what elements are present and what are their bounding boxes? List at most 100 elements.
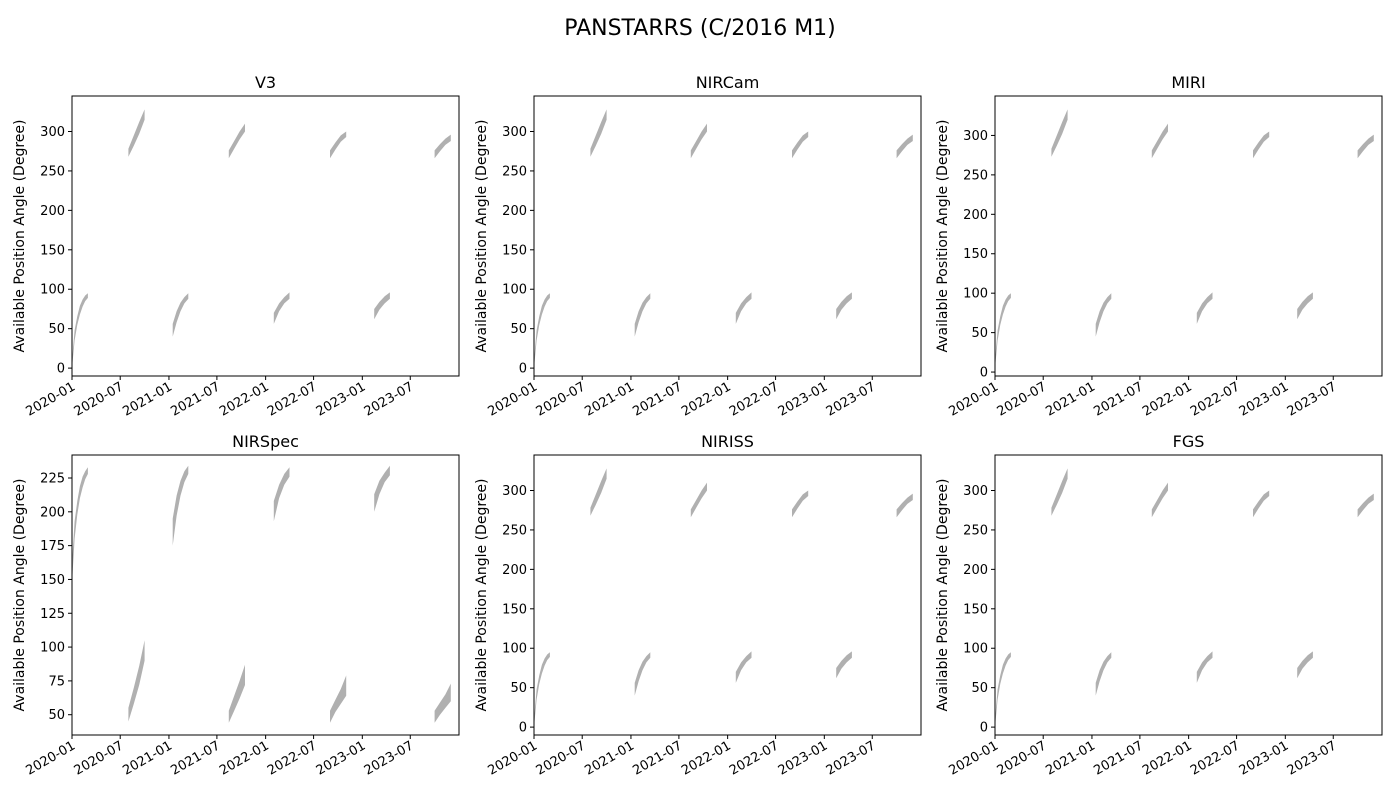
x-tick-label: 2021-01: [1043, 379, 1098, 419]
x-tick-label: 2022-07: [265, 379, 320, 419]
y-tick-label: 100: [963, 287, 988, 302]
x-tick-label: 2023-01: [314, 379, 369, 419]
band-segment: [1151, 482, 1168, 518]
y-tick-label: 200: [963, 208, 988, 223]
x-tick-label: 2023-07: [362, 738, 417, 778]
y-tick-label: 250: [963, 168, 988, 183]
panels: 0501001502002503002020-012020-072021-012…: [12, 73, 1383, 779]
subplot-v3: 0501001502002503002020-012020-072021-012…: [12, 73, 460, 420]
y-tick-label: 100: [40, 641, 65, 656]
x-tick-label: 2021-01: [120, 379, 175, 419]
band-segment: [995, 293, 1011, 369]
x-tick-label: 2022-01: [679, 379, 734, 419]
x-tick-label: 2020-01: [946, 379, 1001, 419]
subplot-nircam: 0501001502002503002020-012020-072021-012…: [474, 73, 922, 420]
y-tick-label: 200: [502, 204, 527, 219]
y-tick-label: 100: [963, 642, 988, 657]
y-tick-label: 150: [502, 243, 527, 258]
band-segment: [690, 482, 707, 518]
band-segment: [434, 134, 451, 159]
x-tick-label: 2023-01: [314, 738, 369, 778]
band-segment: [836, 292, 852, 320]
subplot-title: V3: [255, 73, 276, 92]
band-segment: [1357, 493, 1374, 518]
band-segment: [1051, 468, 1068, 516]
band-segment: [128, 640, 145, 722]
x-tick-label: 2022-07: [727, 379, 782, 419]
band-segment: [590, 468, 607, 516]
y-tick-label: 200: [502, 563, 527, 578]
x-tick-label: 2020-01: [23, 379, 78, 419]
subplot-niriss: 0501001502002503002020-012020-072021-012…: [474, 432, 922, 779]
y-tick-label: 200: [40, 505, 65, 520]
x-tick-label: 2022-01: [217, 379, 272, 419]
band-segment: [72, 467, 88, 584]
band-segment: [590, 109, 607, 157]
y-tick-label: 300: [502, 125, 527, 140]
band-segment: [896, 134, 913, 159]
y-tick-label: 250: [963, 523, 988, 538]
y-axis-label: Available Position Angle (Degree): [474, 120, 490, 353]
x-tick-label: 2020-01: [946, 738, 1001, 778]
x-tick-label: 2021-07: [1091, 738, 1146, 778]
axes-frame: [533, 95, 922, 377]
x-tick-label: 2021-07: [630, 379, 685, 419]
band-segment: [634, 652, 651, 696]
y-tick-label: 50: [48, 322, 65, 337]
x-tick-label: 2023-07: [824, 379, 879, 419]
y-tick-label: 150: [963, 247, 988, 262]
x-tick-label: 2022-07: [265, 738, 320, 778]
x-tick-label: 2020-07: [72, 379, 127, 419]
axes-frame: [533, 454, 922, 736]
band-segment: [1196, 651, 1213, 683]
band-segment: [1297, 651, 1313, 679]
band-segment: [1196, 292, 1213, 324]
x-tick-label: 2021-01: [582, 379, 637, 419]
subplot-fgs: 0501001502002503002020-012020-072021-012…: [935, 432, 1383, 779]
y-tick-label: 0: [519, 721, 527, 736]
x-tick-label: 2020-01: [23, 738, 78, 778]
y-tick-label: 150: [963, 602, 988, 617]
subplot-title: NIRSpec: [232, 432, 299, 451]
y-tick-label: 175: [40, 539, 65, 554]
band-segment: [792, 131, 809, 159]
subplot-title: NIRCam: [696, 73, 760, 92]
y-tick-label: 250: [502, 523, 527, 538]
y-tick-label: 50: [510, 681, 527, 696]
y-axis-label: Available Position Angle (Degree): [474, 479, 490, 712]
subplot-nirspec: 50751001251501752002252020-012020-072021…: [12, 432, 460, 779]
band-segment: [72, 293, 88, 369]
y-tick-label: 300: [963, 129, 988, 144]
band-segment: [128, 109, 145, 157]
band-segment: [534, 293, 550, 369]
x-tick-label: 2020-01: [485, 379, 540, 419]
band-segment: [1151, 123, 1168, 159]
band-segment: [836, 651, 852, 679]
y-tick-label: 100: [40, 283, 65, 298]
y-tick-label: 300: [963, 484, 988, 499]
band-segment: [1253, 131, 1270, 159]
band-segment: [273, 467, 290, 522]
x-tick-label: 2020-07: [534, 738, 589, 778]
x-tick-label: 2021-01: [582, 738, 637, 778]
band-segment: [228, 123, 245, 159]
band-segment: [1297, 292, 1313, 320]
band-segment: [1051, 109, 1068, 157]
band-segment: [1095, 652, 1112, 696]
x-tick-label: 2023-01: [1237, 738, 1292, 778]
y-axis-label: Available Position Angle (Degree): [12, 479, 28, 712]
figure-title: PANSTARRS (C/2016 M1): [564, 16, 836, 41]
x-tick-label: 2022-01: [679, 738, 734, 778]
y-tick-label: 75: [48, 674, 65, 689]
subplot-title: MIRI: [1171, 73, 1205, 92]
axes-frame: [71, 454, 460, 736]
y-tick-label: 50: [971, 326, 988, 341]
subplot-title: FGS: [1173, 432, 1205, 451]
x-tick-label: 2023-01: [776, 738, 831, 778]
y-tick-label: 50: [48, 708, 65, 723]
x-tick-label: 2020-07: [995, 379, 1050, 419]
axes-frame: [994, 454, 1383, 736]
band-segment: [330, 675, 347, 723]
x-tick-label: 2021-07: [1091, 379, 1146, 419]
